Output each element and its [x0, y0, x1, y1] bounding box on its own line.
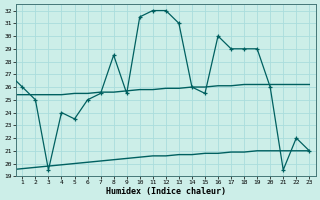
- X-axis label: Humidex (Indice chaleur): Humidex (Indice chaleur): [106, 187, 226, 196]
